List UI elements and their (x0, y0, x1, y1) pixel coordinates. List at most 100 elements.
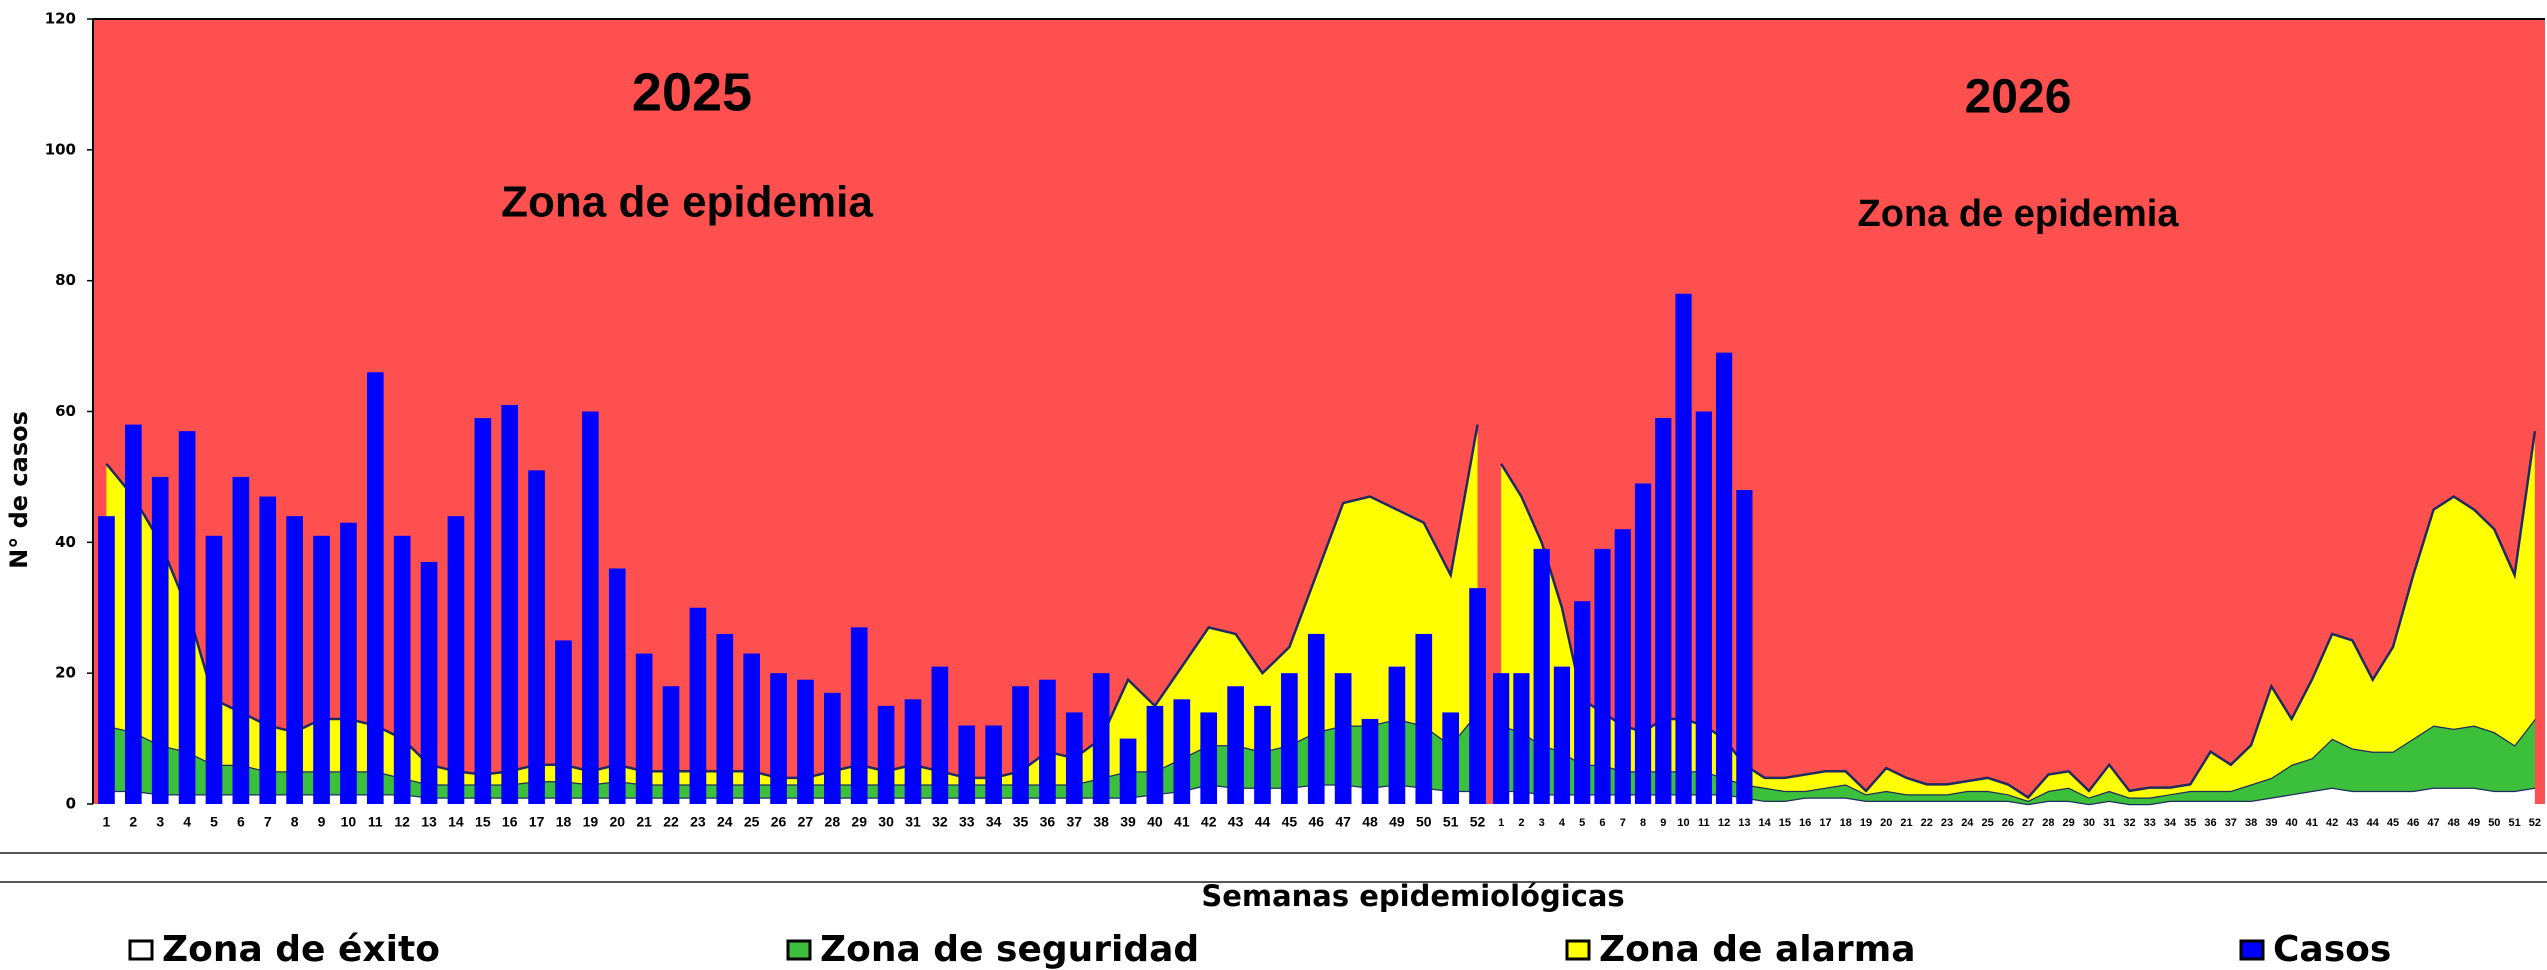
annotation: Zona de epidemia (501, 178, 873, 227)
bar (474, 418, 492, 804)
bar (985, 725, 1002, 804)
bar (1388, 666, 1406, 804)
bar (823, 692, 841, 804)
bar (797, 679, 814, 804)
bar (1675, 293, 1692, 804)
bar (850, 627, 868, 804)
x-tick-label: 1 (1498, 817, 1504, 829)
x-tick-label: 44 (2367, 817, 2380, 829)
x-tick-label: 48 (2448, 817, 2460, 829)
x-tick-label: 1 (103, 814, 111, 830)
bar (313, 535, 330, 804)
x-tick-label: 5 (1579, 817, 1585, 829)
x-tick-label: 13 (421, 814, 437, 830)
x-tick-label: 7 (264, 814, 272, 830)
x-tick-label: 24 (1961, 817, 1974, 829)
x-tick-label: 33 (959, 814, 975, 830)
bar (340, 522, 357, 804)
x-tick-label: 43 (1228, 814, 1244, 830)
bar (608, 568, 626, 804)
area (1501, 718, 2535, 804)
bar (1415, 633, 1433, 804)
x-tick-label: 18 (556, 814, 572, 830)
x-tick-label: 40 (1147, 814, 1163, 830)
legend-label: Zona de éxito (162, 929, 440, 970)
x-tick-label: 51 (2508, 817, 2520, 829)
bar (1119, 738, 1137, 804)
bar (689, 607, 707, 804)
x-tick-label: 45 (1282, 814, 1298, 830)
bar (1469, 588, 1486, 804)
area (1501, 431, 2535, 801)
x-tick-label: 42 (2326, 817, 2338, 829)
x-tick-label: 4 (183, 814, 191, 830)
year-title: 2026 (1965, 71, 2072, 124)
x-tick-label: 45 (2387, 817, 2399, 829)
x-tick-label: 47 (2427, 817, 2439, 829)
bar (1281, 673, 1298, 804)
x-tick-label: 23 (690, 814, 706, 830)
x-tick-label: 29 (851, 814, 867, 830)
annotation: Zona de epidemia (1858, 193, 2180, 235)
x-tick-label: 10 (341, 814, 357, 830)
x-tick-label: 27 (798, 814, 814, 830)
zone-line (105, 424, 1479, 780)
bar (1574, 601, 1591, 804)
x-axis-label: Semanas epidemiológicas (1201, 879, 1624, 913)
x-tick-label: 35 (2184, 817, 2196, 829)
bar (205, 535, 223, 804)
bar (1334, 673, 1352, 804)
x-tick-label: 30 (878, 814, 894, 830)
bar (447, 516, 465, 804)
bar (1254, 705, 1271, 804)
x-tick-label: 41 (1174, 814, 1190, 830)
x-tick-label: 36 (2204, 817, 2216, 829)
x-tick-label: 34 (2164, 817, 2177, 829)
x-tick-label: 18 (1840, 817, 1852, 829)
x-tick-label: 52 (2529, 817, 2541, 829)
x-tick-label: 20 (609, 814, 625, 830)
x-tick-label: 21 (636, 814, 652, 830)
x-tick-label: 34 (986, 814, 1002, 830)
bar (662, 686, 680, 804)
x-tick-label: 37 (2225, 817, 2237, 829)
x-tick-label: 19 (583, 814, 599, 830)
x-tick-label: 10 (1677, 817, 1689, 829)
legend-label: Zona de seguridad (820, 929, 1199, 970)
x-tick-label: 39 (1120, 814, 1136, 830)
bar (743, 653, 761, 804)
area (1501, 787, 2535, 804)
legend-swatch (1565, 939, 1591, 961)
x-tick-label: 2 (1518, 817, 1524, 829)
bar (1307, 633, 1325, 804)
bar (877, 705, 895, 804)
x-tick-label: 4 (1559, 817, 1566, 829)
x-tick-label: 25 (744, 814, 760, 830)
x-tick-label: 47 (1335, 814, 1351, 830)
x-tick-label: 22 (663, 814, 679, 830)
bar (1361, 718, 1379, 804)
year-title: 2025 (632, 62, 752, 122)
bar (635, 653, 653, 804)
bar (1200, 712, 1218, 804)
x-tick-label: 21 (1900, 817, 1912, 829)
zone-line (1500, 718, 2536, 803)
x-tick-label: 51 (1443, 814, 1459, 830)
bar (420, 561, 438, 804)
bar (904, 699, 922, 804)
area (106, 424, 1478, 785)
legend-label: Casos (2273, 929, 2391, 970)
x-tick-label: 20 (1880, 817, 1892, 829)
x-tick-label: 28 (2042, 817, 2054, 829)
bar (555, 640, 572, 804)
x-tick-label: 22 (1921, 817, 1933, 829)
x-tick-label: 30 (2083, 817, 2095, 829)
legend-swatch (786, 939, 812, 961)
x-tick-label: 29 (2063, 817, 2075, 829)
bar (366, 372, 384, 804)
x-tick-label: 35 (1013, 814, 1029, 830)
x-tick-label: 23 (1941, 817, 1953, 829)
x-tick-label: 33 (2144, 817, 2156, 829)
y-tick-label: 20 (55, 664, 76, 682)
legend-swatch (2239, 939, 2265, 961)
